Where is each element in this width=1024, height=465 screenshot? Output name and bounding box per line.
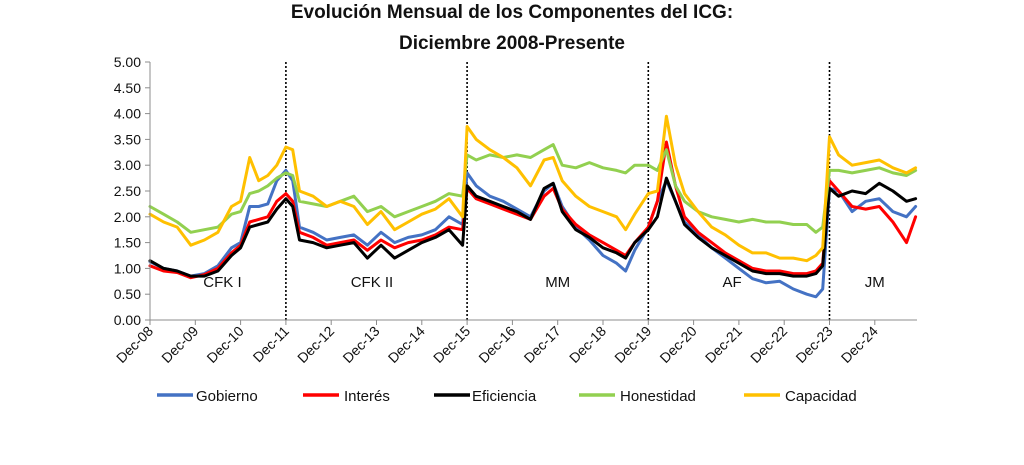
x-tick-label: Dec-16 bbox=[475, 323, 518, 366]
period-label: AF bbox=[723, 274, 742, 291]
x-tick-label: Dec-20 bbox=[656, 323, 699, 366]
legend-label-hon: Honestidad bbox=[620, 388, 696, 405]
x-tick-label: Dec-10 bbox=[203, 323, 246, 366]
series-line-cap bbox=[148, 114, 918, 263]
period-label: JM bbox=[865, 274, 885, 291]
chart-title-line2: Diciembre 2008-Presente bbox=[398, 33, 625, 54]
period-label: CFK I bbox=[203, 274, 241, 291]
legend-label-gob: Gobierno bbox=[196, 388, 258, 405]
x-tick-label: Dec-14 bbox=[385, 323, 428, 366]
x-tick-label: Dec-23 bbox=[792, 323, 835, 366]
y-tick-label: 1.00 bbox=[114, 260, 141, 276]
period-label: CFK II bbox=[351, 274, 394, 291]
series-line-int bbox=[148, 140, 918, 280]
y-tick-label: 0.50 bbox=[114, 286, 141, 302]
x-tick-label: Dec-22 bbox=[747, 323, 790, 366]
x-tick-label: Dec-17 bbox=[521, 323, 564, 366]
y-tick-label: 3.00 bbox=[114, 157, 141, 173]
legend-label-cap: Capacidad bbox=[785, 388, 857, 405]
legend-label-int: Interés bbox=[344, 388, 390, 405]
series-line-efi bbox=[148, 176, 918, 278]
series-line-hon bbox=[148, 143, 918, 234]
period-label: MM bbox=[545, 274, 570, 291]
y-tick-label: 2.00 bbox=[114, 209, 141, 225]
x-tick-label: Dec-24 bbox=[838, 323, 881, 366]
y-tick-label: 0.00 bbox=[114, 312, 141, 328]
y-tick-label: 5.00 bbox=[114, 54, 141, 70]
legend-label-efi: Eficiencia bbox=[472, 388, 537, 405]
y-tick-label: 4.00 bbox=[114, 106, 141, 122]
x-tick-label: Dec-21 bbox=[702, 323, 745, 366]
x-tick-label: Dec-15 bbox=[430, 323, 473, 366]
y-tick-label: 2.50 bbox=[114, 183, 141, 199]
x-tick-label: Dec-18 bbox=[566, 323, 609, 366]
y-tick-label: 1.50 bbox=[114, 235, 141, 251]
y-tick-label: 4.50 bbox=[114, 80, 141, 96]
x-tick-label: Dec-19 bbox=[611, 323, 654, 366]
chart-title-line1: Evolución Mensual de los Componentes del… bbox=[290, 2, 734, 23]
x-tick-label: Dec-11 bbox=[250, 323, 293, 366]
series-line-gob bbox=[148, 168, 918, 299]
x-tick-label: Dec-08 bbox=[113, 323, 156, 366]
x-tick-label: Dec-13 bbox=[339, 323, 382, 366]
x-tick-label: Dec-12 bbox=[294, 323, 337, 366]
x-tick-label: Dec-09 bbox=[158, 323, 201, 366]
y-tick-label: 3.50 bbox=[114, 131, 141, 147]
